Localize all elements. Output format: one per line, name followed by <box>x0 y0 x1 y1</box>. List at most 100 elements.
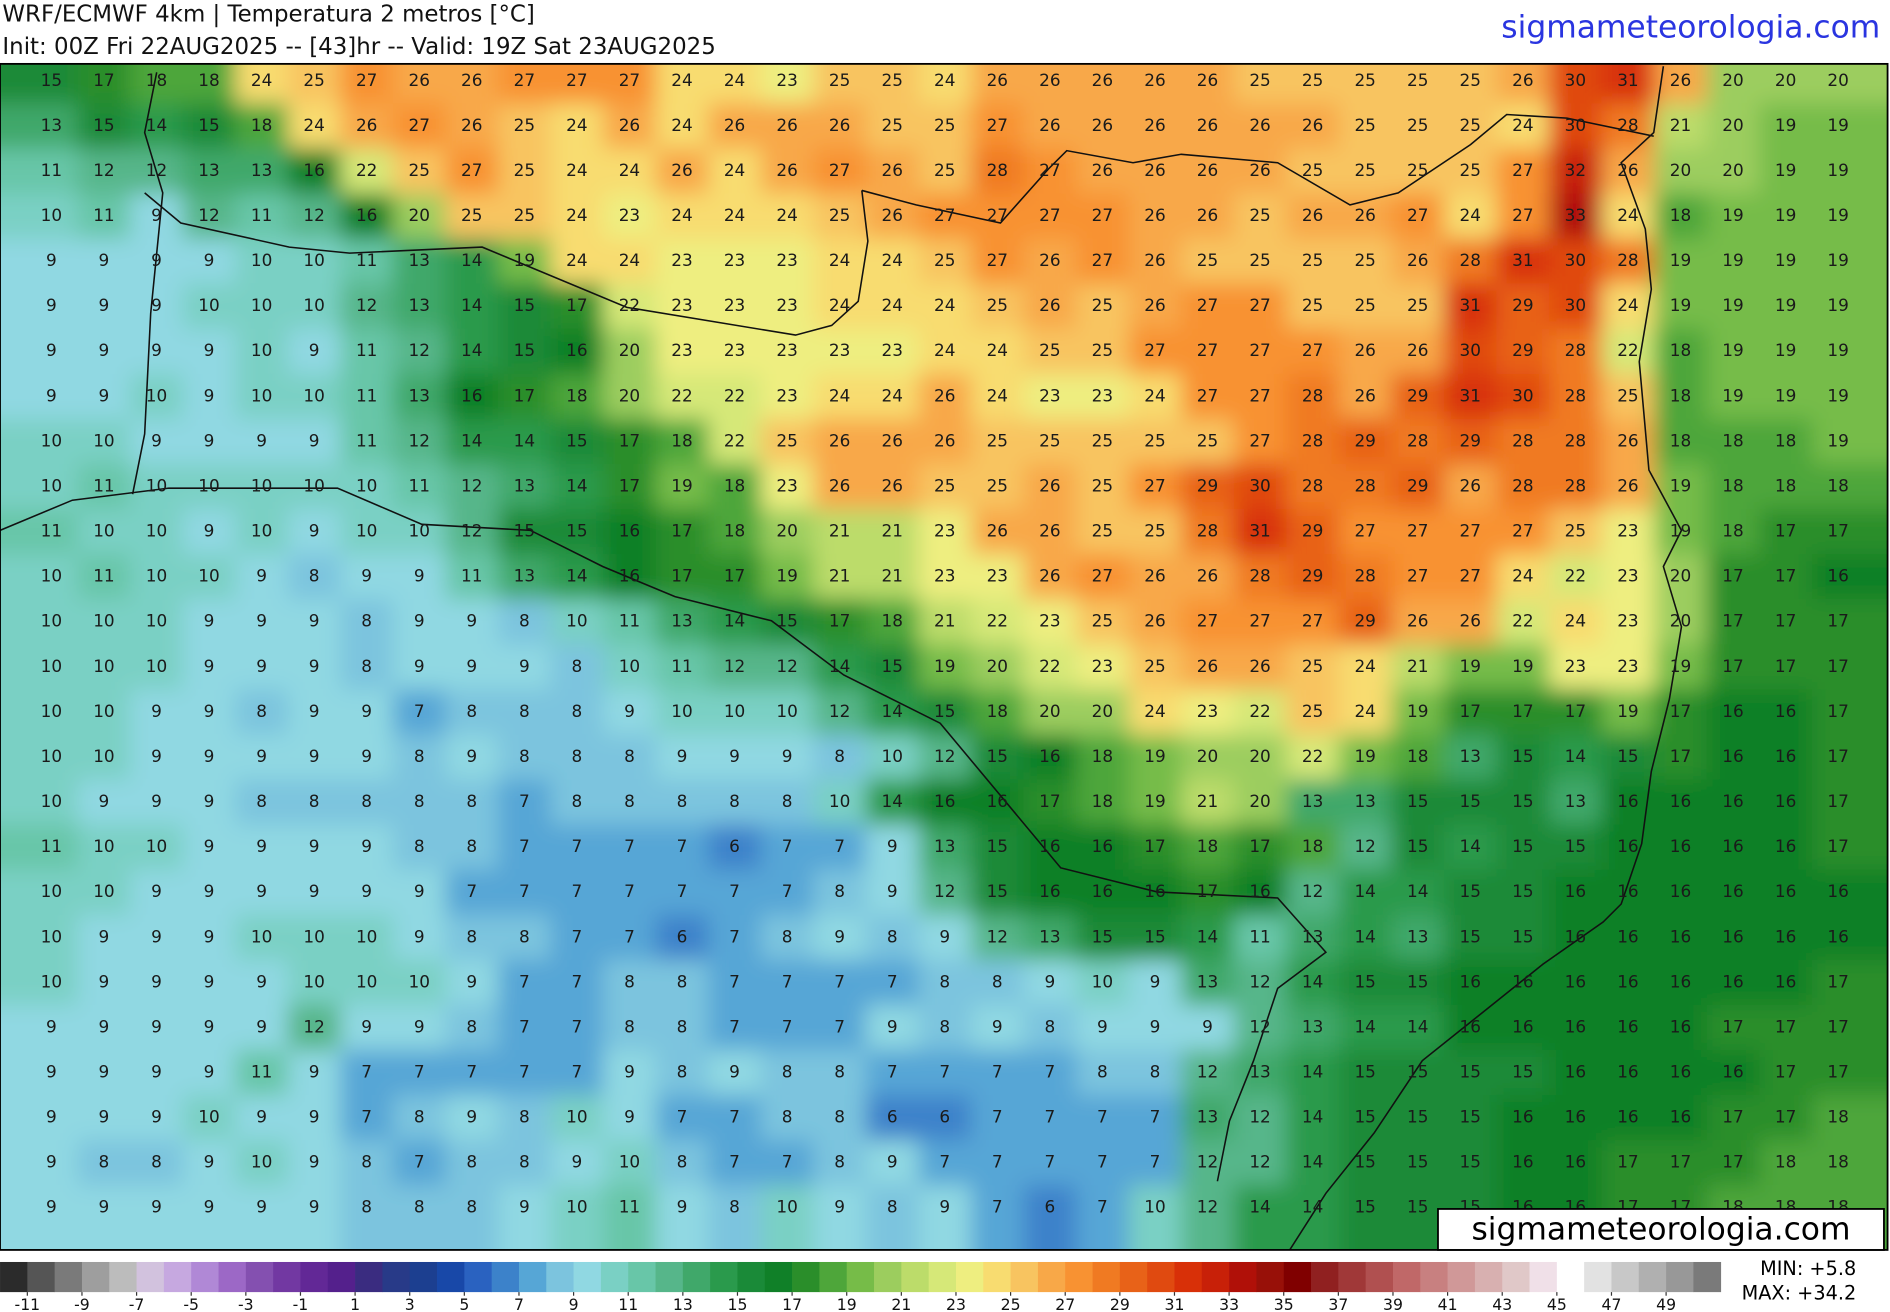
temperature-cell <box>235 644 290 691</box>
temperature-cell <box>813 238 868 285</box>
temperature-cell <box>287 509 342 556</box>
temperature-cell <box>918 373 973 421</box>
temperature-label: 26 <box>881 160 902 180</box>
temperature-label: 27 <box>1407 205 1428 225</box>
temperature-cell <box>287 63 342 105</box>
temperature-label: 19 <box>1407 701 1428 721</box>
temperature-cell <box>392 779 447 826</box>
temperature-label: 10 <box>146 566 167 586</box>
temperature-cell <box>130 734 184 781</box>
temperature-label: 26 <box>1354 205 1375 225</box>
temperature-cell <box>1496 193 1551 240</box>
temperature-cell <box>971 63 1025 105</box>
temperature-cell <box>1759 644 1814 691</box>
temperature-cell <box>603 418 657 466</box>
temperature-label: 18 <box>1670 385 1691 405</box>
temperature-label: 8 <box>519 701 530 721</box>
temperature-label: 12 <box>987 926 1008 946</box>
colorbar-swatch <box>464 1261 493 1293</box>
colorbar-swatch <box>409 1261 438 1293</box>
temperature-cell <box>1128 914 1183 962</box>
temperature-label: 9 <box>46 250 57 270</box>
temperature-cell <box>445 418 500 466</box>
temperature-cell <box>235 1185 290 1250</box>
temperature-label: 8 <box>519 746 530 766</box>
temperature-label: 24 <box>934 295 955 315</box>
temperature-label: 8 <box>834 1107 845 1127</box>
temperature-cell <box>1391 1004 1446 1052</box>
temperature-label: 9 <box>204 1197 215 1217</box>
temperature-cell <box>971 148 1025 195</box>
temperature-label: 22 <box>1039 656 1060 676</box>
temperature-label: 7 <box>572 926 583 946</box>
temperature-cell <box>1549 1095 1603 1142</box>
temperature-cell <box>1549 328 1603 375</box>
temperature-cell <box>1286 824 1341 871</box>
colorbar-swatch <box>163 1261 192 1293</box>
temperature-cell <box>971 689 1025 736</box>
temperature-label: 18 <box>251 115 272 135</box>
temperature-label: 9 <box>519 656 530 676</box>
temperature-cell <box>603 1095 657 1142</box>
temperature-cell <box>182 193 237 240</box>
temperature-label: 9 <box>46 340 57 360</box>
temperature-cell <box>1286 63 1341 105</box>
temperature-cell <box>1444 509 1498 556</box>
temperature-label: 8 <box>677 971 688 991</box>
temperature-label: 7 <box>572 836 583 856</box>
temperature-label: 31 <box>1460 385 1481 405</box>
temperature-label: 10 <box>41 881 62 901</box>
temperature-cell <box>1759 103 1814 150</box>
temperature-label: 8 <box>782 926 793 946</box>
temperature-label: 16 <box>1565 1016 1586 1036</box>
temperature-cell <box>1338 418 1393 466</box>
temperature-label: 15 <box>1407 836 1428 856</box>
colorbar-swatch <box>191 1261 219 1293</box>
temperature-cell <box>971 1049 1025 1097</box>
temperature-label: 11 <box>41 160 62 180</box>
temperature-label: 15 <box>1460 881 1481 901</box>
temperature-label: 23 <box>829 340 850 360</box>
temperature-cell <box>287 554 342 601</box>
site-link[interactable]: sigmameteorologia.com <box>1501 9 1880 45</box>
colorbar-swatch <box>1638 1261 1667 1293</box>
temperature-cell <box>445 283 500 330</box>
temperature-cell <box>1128 463 1183 511</box>
temperature-label: 24 <box>829 250 850 270</box>
temperature-label: 27 <box>1249 340 1270 360</box>
temperature-cell <box>603 914 657 962</box>
temperature-label: 12 <box>409 430 430 450</box>
temperature-label: 14 <box>1249 1197 1270 1217</box>
temperature-cell <box>1023 779 1078 826</box>
temperature-label: 9 <box>204 746 215 766</box>
temperature-label: 30 <box>1460 340 1481 360</box>
temperature-label: 10 <box>724 701 745 721</box>
temperature-label: 18 <box>1775 430 1796 450</box>
temperature-label: 26 <box>461 115 482 135</box>
temperature-cell <box>865 824 920 871</box>
temperature-cell <box>392 824 447 871</box>
temperature-label: 19 <box>1722 340 1743 360</box>
temperature-cell <box>1549 689 1603 736</box>
temperature-label: 7 <box>519 881 530 901</box>
temperature-label: 10 <box>93 836 114 856</box>
temperature-label: 17 <box>1775 566 1796 586</box>
temperature-cell <box>655 283 710 330</box>
temperature-label: 23 <box>934 566 955 586</box>
temperature-label: 25 <box>1197 430 1218 450</box>
min-stat: MIN: +5.8 <box>1760 1257 1856 1280</box>
temperature-cell <box>1233 734 1288 781</box>
temperature-label: 16 <box>1249 881 1270 901</box>
temperature-cell <box>1654 148 1708 195</box>
temperature-cell <box>1391 418 1446 466</box>
temperature-cell <box>1023 1185 1078 1250</box>
temperature-cell <box>1759 1004 1814 1052</box>
temperature-label: 26 <box>1144 250 1165 270</box>
temperature-label: 16 <box>1039 836 1060 856</box>
temperature-cell <box>1233 689 1288 736</box>
colorbar-swatch <box>1502 1261 1530 1293</box>
temperature-label: 26 <box>1144 295 1165 315</box>
temperature-cell <box>392 734 447 781</box>
temperature-label: 9 <box>939 926 950 946</box>
temperature-cell <box>0 779 79 826</box>
